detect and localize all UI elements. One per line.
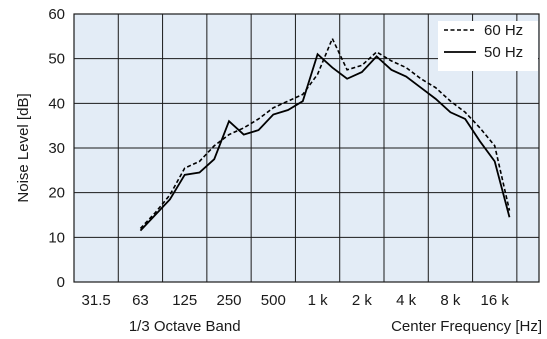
legend-label-50hz: 50 Hz xyxy=(484,44,523,61)
y-tick-label: 60 xyxy=(48,6,65,23)
y-tick-label: 10 xyxy=(48,229,65,246)
y-tick-label: 50 xyxy=(48,51,65,68)
x-tick-label: 500 xyxy=(261,292,286,309)
y-tick-labels: 0 10 20 30 40 50 60 xyxy=(48,6,65,291)
x-axis-title-left: 1/3 Octave Band xyxy=(129,318,241,335)
legend-background xyxy=(438,21,538,71)
x-tick-label: 31.5 xyxy=(82,292,111,309)
y-tick-label: 20 xyxy=(48,185,65,202)
y-tick-label: 30 xyxy=(48,140,65,157)
x-tick-label: 125 xyxy=(172,292,197,309)
y-tick-label: 0 xyxy=(57,274,65,291)
series-line-60hz xyxy=(139,36,511,229)
x-tick-label: 8 k xyxy=(440,292,461,309)
legend-label-60hz: 60 Hz xyxy=(484,22,523,39)
x-tick-labels: 31.5 63 125 250 500 1 k 2 k 4 k 8 k 16 k xyxy=(82,292,510,309)
legend: 60 Hz 50 Hz xyxy=(438,21,538,71)
y-tick-label: 40 xyxy=(48,95,65,112)
y-axis-title: Noise Level [dB] xyxy=(15,93,32,202)
x-axis-title-right: Center Frequency [Hz] xyxy=(391,318,542,335)
x-tick-label: 63 xyxy=(132,292,149,309)
x-tick-label: 250 xyxy=(216,292,241,309)
x-tick-label: 4 k xyxy=(396,292,417,309)
x-tick-label: 16 k xyxy=(481,292,510,309)
series-line-50hz xyxy=(139,52,511,232)
x-tick-label: 2 k xyxy=(352,292,373,309)
x-tick-label: 1 k xyxy=(308,292,329,309)
series-group xyxy=(139,36,511,232)
